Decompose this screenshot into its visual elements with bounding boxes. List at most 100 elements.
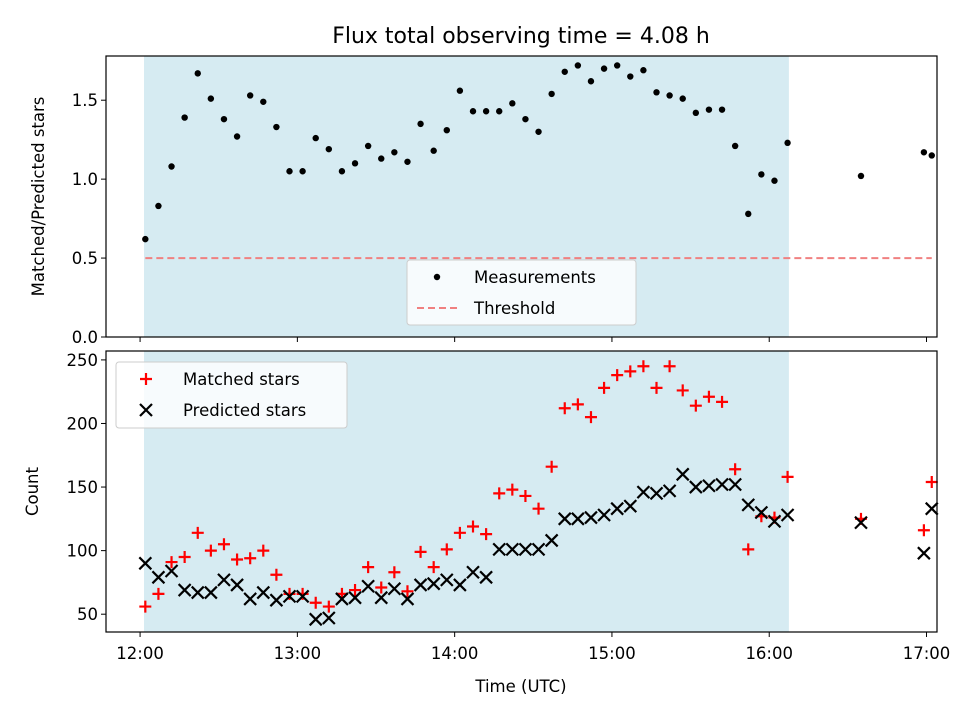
measurement-point — [207, 95, 215, 102]
measurement-point — [496, 108, 503, 115]
matched-star-point — [781, 470, 794, 483]
matched-star-point — [191, 526, 204, 539]
measurement-point — [417, 120, 424, 128]
y-axis-label: Count — [23, 466, 42, 516]
predicted-star-point — [335, 592, 349, 606]
measurement-point — [653, 89, 660, 96]
measurement-point — [731, 142, 739, 150]
matched-star-point — [689, 399, 702, 412]
measurement-point — [443, 126, 450, 134]
matched-star-point — [178, 550, 191, 563]
measurement-point — [312, 134, 319, 142]
matched-star-point — [571, 398, 584, 411]
predicted-star-point — [715, 477, 729, 492]
matched-star-point — [309, 596, 322, 609]
legend-label: Matched stars — [183, 370, 300, 389]
matched-star-point — [165, 556, 178, 569]
matched-star-point — [204, 544, 217, 557]
axes-frame — [105, 55, 938, 338]
predicted-star-point — [256, 585, 271, 600]
predicted-star-point — [636, 485, 651, 499]
legend-label: Measurements — [474, 268, 596, 287]
matched-star-point — [349, 584, 362, 597]
y-tick-label: 1.0 — [72, 170, 98, 189]
predicted-star-point — [295, 589, 310, 604]
matched-star-point — [663, 360, 676, 373]
measurement-point — [364, 142, 372, 150]
predicted-star-point — [662, 484, 677, 498]
measurement-point — [640, 67, 647, 74]
predicted-star-point — [675, 467, 690, 482]
measurement-point — [509, 100, 516, 107]
measurement-point — [233, 133, 241, 140]
matched-star-point — [427, 561, 440, 574]
measurement-point — [920, 149, 928, 156]
predicted-star-point — [479, 570, 493, 585]
matched-star-point — [742, 543, 755, 556]
x-axis-label: Time (UTC) — [474, 677, 566, 696]
y-tick-label: 1.5 — [72, 91, 98, 110]
predicted-star-point — [217, 573, 231, 587]
measurement-point — [771, 177, 778, 184]
measurement-point — [522, 115, 529, 123]
matched-star-point — [558, 402, 571, 415]
matched-star-point — [729, 463, 742, 476]
predicted-star-point — [728, 477, 742, 492]
measurement-point — [273, 123, 280, 131]
measurement-point — [613, 62, 621, 69]
matched-star-point — [414, 545, 427, 558]
axes-frame — [105, 350, 938, 633]
matched-star-point — [401, 585, 414, 598]
predicted-star-point — [230, 578, 244, 592]
measurement-point — [338, 168, 346, 175]
measurement-point — [561, 68, 568, 75]
predicted-star-point — [689, 480, 703, 494]
measurement-point — [692, 109, 700, 117]
predicted-star-point — [702, 479, 716, 493]
y-tick-label: 250 — [67, 351, 99, 370]
matched-star-point — [217, 538, 230, 551]
measurement-point — [378, 155, 385, 162]
matched-star-point — [480, 528, 493, 541]
predicted-star-point — [492, 542, 506, 557]
measurement-point — [220, 115, 228, 123]
y-tick-label: 0.0 — [72, 328, 98, 347]
measurement-point — [705, 106, 713, 113]
measurement-point — [155, 202, 162, 210]
measurement-point — [391, 149, 398, 156]
predicted-star-point — [426, 576, 441, 591]
measurement-point — [194, 70, 201, 77]
matched-star-point — [388, 566, 401, 579]
legend: Measurements Threshold — [406, 259, 637, 326]
measurement-point — [666, 92, 673, 99]
predicted-star-point — [413, 578, 428, 592]
matched-star-point — [453, 526, 466, 539]
bottom-panel-counts: 50 100 150 200 250 12:00 13:00 14:00 15:00 16:00 1… — [23, 350, 951, 663]
predicted-star-point — [597, 508, 611, 522]
predicted-star-point — [610, 501, 624, 516]
measurement-point — [430, 147, 437, 154]
predicted-star-point — [754, 505, 769, 520]
measurement-point — [325, 145, 333, 153]
predicted-star-point — [531, 542, 546, 557]
predicted-star-point — [505, 542, 520, 557]
predicted-star-point — [453, 578, 467, 592]
predicted-star-point — [440, 573, 454, 587]
measurement-point — [351, 160, 359, 167]
legend: Matched stars Predicted stars — [115, 361, 348, 429]
matched-star-point — [493, 487, 506, 500]
x-tick-label: 17:00 — [903, 644, 951, 663]
predicted-star-point — [322, 611, 336, 625]
measurement-point — [404, 158, 411, 165]
predicted-star-point — [269, 593, 284, 607]
y-tick-label: 50 — [77, 605, 98, 624]
matched-star-point — [702, 390, 715, 403]
matched-star-point — [532, 502, 545, 515]
x-tick-label: 16:00 — [745, 644, 793, 663]
measurement-point — [600, 65, 608, 72]
measurement-point — [181, 114, 188, 121]
measurement-point — [857, 172, 865, 180]
y-axis-label: Matched/Predicted stars — [29, 97, 48, 297]
predicted-star-point — [584, 510, 598, 525]
